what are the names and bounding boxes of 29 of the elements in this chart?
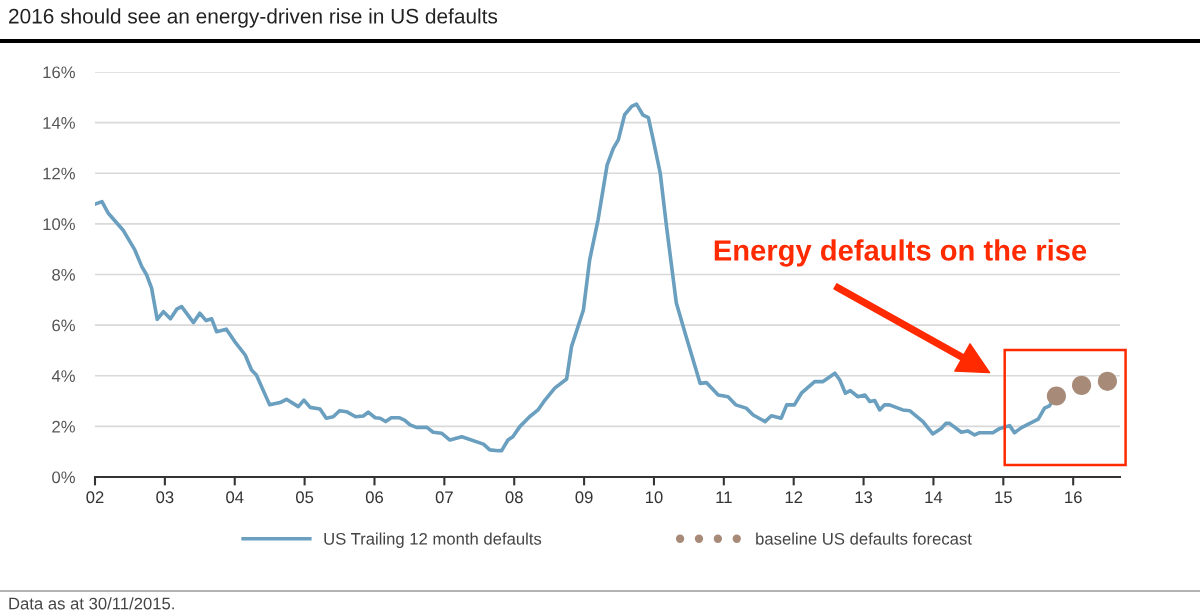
x-tick-label: 15 xyxy=(995,491,1012,504)
legend-label: US Trailing 12 month defaults xyxy=(324,532,542,549)
chart-title: 2016 should see an energy-driven rise in US defaults xyxy=(9,8,498,28)
x-tick-label: 11 xyxy=(716,491,732,503)
x-tick-label: 04 xyxy=(226,491,244,504)
x-tick-label: 09 xyxy=(575,491,593,504)
y-tick-label: 8% xyxy=(52,268,75,281)
x-tick-label: 08 xyxy=(505,491,523,504)
x-tick-label: 13 xyxy=(855,491,873,504)
x-tick-label: 05 xyxy=(295,491,314,504)
legend-label: baseline US defaults forecast xyxy=(756,532,972,545)
y-tick-label: 4% xyxy=(51,370,75,382)
x-tick-label: 06 xyxy=(365,491,384,504)
y-tick-label: 6% xyxy=(52,319,75,332)
x-tick-label: 12 xyxy=(785,491,803,503)
y-tick-label: 12% xyxy=(43,167,75,180)
annotation: Energy defaults on the rise xyxy=(714,239,1087,267)
y-tick-label: 10% xyxy=(43,218,75,231)
y-tick-label: 0% xyxy=(52,471,75,484)
x-tick-label: 16 xyxy=(1065,491,1082,504)
y-tick-label: 2% xyxy=(52,420,75,433)
x-tick-label: 07 xyxy=(435,491,453,504)
y-tick-label: 16% xyxy=(43,66,75,79)
x-tick-label: 10 xyxy=(645,491,663,504)
x-tick-label: 03 xyxy=(156,491,174,504)
x-tick-label: 02 xyxy=(86,491,104,504)
y-tick-label: 14% xyxy=(43,117,75,129)
text: Data as at 30/11/2015. xyxy=(9,597,174,610)
x-tick-label: 14 xyxy=(925,491,943,503)
